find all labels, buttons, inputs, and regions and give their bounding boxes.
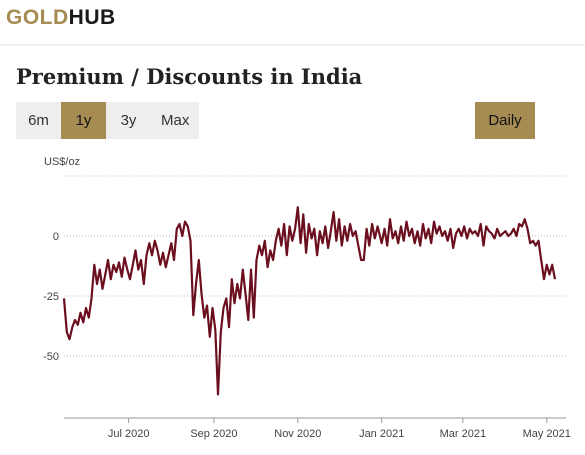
x-tick-label: May 2021 bbox=[523, 428, 571, 440]
range-1y-button[interactable]: 1y bbox=[61, 102, 106, 139]
daily-frequency-button[interactable]: Daily bbox=[475, 102, 535, 139]
premium-discount-chart: US$/oz 0 -25 -50 Jul 2020 Sep 2020 Nov 2020 Jan… bbox=[43, 156, 571, 440]
page-title: Premium / Discounts in India bbox=[16, 64, 363, 89]
logo-gold-text: GOLD bbox=[6, 6, 69, 29]
logo-hub-text: HUB bbox=[68, 6, 116, 29]
goldhub-logo[interactable]: GOLDHUB bbox=[6, 6, 116, 30]
x-tick-label: Nov 2020 bbox=[274, 428, 321, 440]
y-tick-label: 0 bbox=[53, 231, 59, 243]
y-axis-label: US$/oz bbox=[44, 156, 80, 168]
range-selector: 6m 1y 3y Max bbox=[16, 102, 200, 139]
y-tick-label: -25 bbox=[43, 291, 59, 303]
range-max-button[interactable]: Max bbox=[161, 112, 190, 129]
y-tick-label: -50 bbox=[43, 351, 59, 363]
x-tick-label: Jan 2021 bbox=[359, 428, 404, 440]
x-tick-label: Mar 2021 bbox=[440, 428, 486, 440]
series-line bbox=[62, 206, 557, 396]
x-tick-label: Sep 2020 bbox=[190, 428, 237, 440]
range-3y-button[interactable]: 3y bbox=[120, 112, 137, 129]
x-tick-label: Jul 2020 bbox=[108, 428, 150, 440]
top-bar: GOLDHUB bbox=[0, 0, 585, 46]
range-6m-button[interactable]: 6m bbox=[28, 112, 49, 129]
